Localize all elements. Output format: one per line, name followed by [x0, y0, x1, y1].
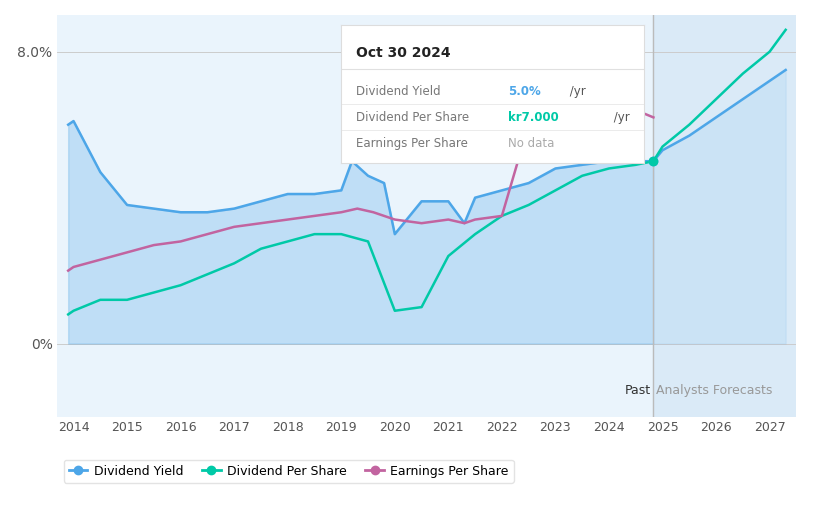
Text: No data: No data	[507, 137, 554, 150]
Text: 5.0%: 5.0%	[507, 85, 540, 98]
Bar	[57, 15, 654, 417]
Text: Oct 30 2024: Oct 30 2024	[356, 46, 451, 60]
Text: kr7.000: kr7.000	[507, 111, 558, 124]
Text: /yr: /yr	[566, 85, 586, 98]
Text: /yr: /yr	[610, 111, 630, 124]
Bar	[654, 15, 796, 417]
Text: Dividend Per Share: Dividend Per Share	[356, 111, 469, 124]
Text: Past: Past	[625, 384, 651, 397]
Text: Dividend Yield: Dividend Yield	[356, 85, 441, 98]
Legend: Dividend Yield, Dividend Per Share, Earnings Per Share: Dividend Yield, Dividend Per Share, Earn…	[64, 460, 514, 483]
Text: Analysts Forecasts: Analysts Forecasts	[656, 384, 773, 397]
Text: Earnings Per Share: Earnings Per Share	[356, 137, 468, 150]
